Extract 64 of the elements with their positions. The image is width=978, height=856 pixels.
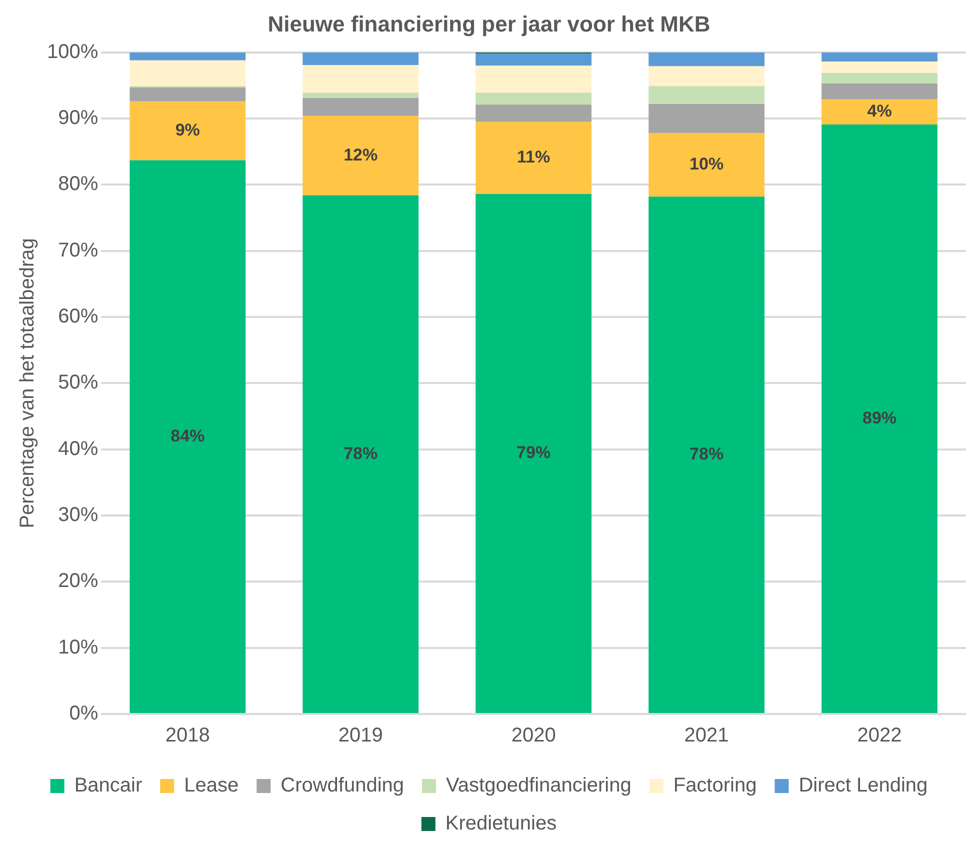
legend-label: Kredietunies [445,812,557,835]
x-tick-label: 2019 [338,724,383,747]
bar [822,72,938,84]
chart-title: Nieuwe financiering per jaar voor het MKB [268,11,710,36]
bar [302,195,419,713]
legend-label: Bancair [74,774,142,797]
data-label: 78% [344,444,378,463]
bar [476,66,592,93]
data-label: 84% [170,426,205,446]
bar [130,87,246,102]
legend-label: Vastgoedfinanciering [446,774,632,797]
data-label: 12% [344,145,378,164]
y-tick-label: 90% [58,107,98,130]
bar [476,194,592,713]
data-label: 79% [516,443,551,462]
x-tick-label: 2020 [511,724,556,747]
y-tick-label: 70% [58,239,98,262]
data-label: 10% [690,154,724,174]
bar [648,66,764,86]
y-tick-label: 100% [46,40,98,63]
bar [648,196,764,713]
bar [130,101,246,160]
bar [476,104,592,122]
bar [302,64,419,93]
bar [302,92,419,98]
bar [130,160,246,713]
y-tick-label: 0% [69,702,98,725]
bar [822,99,938,125]
data-label: 4% [867,102,892,121]
y-tick-label: 30% [58,504,98,526]
bar [822,62,938,73]
y-tick-label: 20% [58,570,98,592]
bar [648,104,764,134]
x-tick-label: 2022 [857,724,902,747]
bar [822,83,938,100]
data-label: 89% [862,408,897,428]
bar [130,60,246,86]
y-axis-title: Percentage van het totaalbedrag [16,238,39,528]
x-tick-label: 2021 [684,724,729,747]
legend-label: Crowdfunding [280,774,404,797]
bar [302,98,419,116]
y-tick-label: 40% [58,438,98,460]
data-label: 9% [175,120,200,140]
y-tick-label: 60% [58,306,98,328]
bar [130,52,246,60]
legend-label: Direct Lending [798,774,928,797]
bar [302,116,419,196]
data-label: 78% [690,444,724,464]
legend-label: Factoring [673,774,757,797]
y-tick-label: 10% [58,636,98,658]
bar [476,122,592,194]
data-label: 11% [517,148,550,167]
y-tick-label: 50% [58,372,98,394]
bar [476,92,592,105]
bar [822,124,938,713]
x-tick-label: 2018 [165,724,210,747]
legend-label: Lease [184,774,239,797]
bar [648,52,764,66]
bar [648,86,764,104]
bar [648,133,764,197]
y-tick-label: 80% [58,173,98,196]
bar [302,52,419,65]
bar [476,54,592,66]
bar [822,52,938,62]
